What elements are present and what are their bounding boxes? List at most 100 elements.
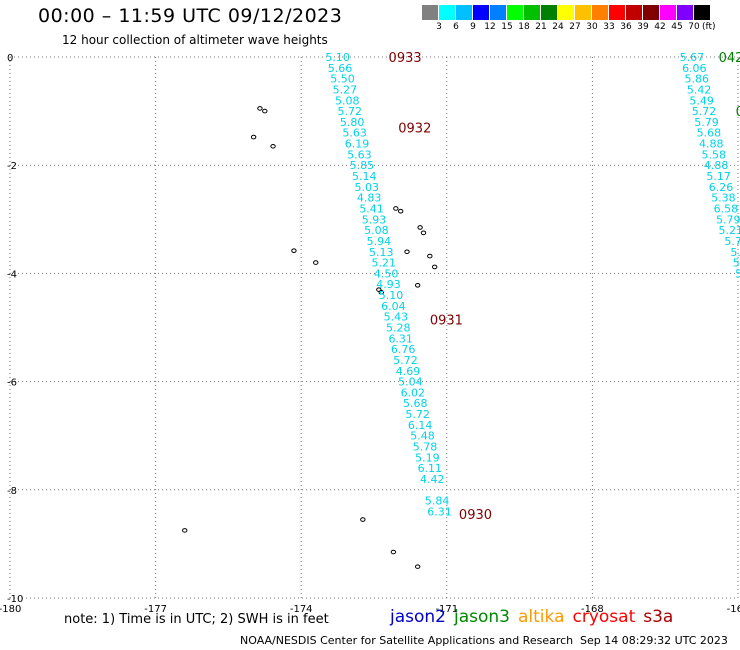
swh-value: 5.19 (415, 451, 440, 464)
swh-value-east: 5. (730, 246, 740, 259)
legend-swatch (660, 5, 677, 20)
legend-label: 30 (586, 22, 598, 32)
x-tick-label: -174 (290, 604, 313, 615)
swh-value-east: 5. (733, 257, 740, 270)
x-tick-label: -165 (727, 604, 740, 615)
swh-value: 5.63 (347, 148, 372, 161)
swh-value: 5.66 (328, 62, 353, 75)
swh-value: 5.10 (379, 289, 404, 302)
swh-value: 6.11 (418, 462, 443, 475)
legend-swatch (524, 5, 541, 20)
island-outline (420, 230, 427, 236)
swh-value: 5.93 (362, 213, 387, 226)
legend-swatch (626, 5, 643, 20)
x-tick-label: -171 (435, 604, 458, 615)
swh-value: 5.63 (342, 127, 367, 140)
island-outline (390, 549, 397, 555)
island-outline (404, 249, 410, 255)
footnote: note: 1) Time is in UTC; 2) SWH is in fe… (64, 612, 329, 627)
swh-value: 4.42 (420, 473, 445, 486)
legend-label: 70 (688, 22, 700, 32)
swh-value: 5.41 (359, 202, 384, 215)
satellite-cryosat: cryosat (572, 607, 636, 627)
swh-value: 5.48 (410, 430, 435, 443)
island-outline (250, 134, 257, 140)
swh-value-east: 5.42 (687, 83, 712, 96)
swh-value: 5.80 (340, 116, 365, 129)
legend-label: 27 (569, 22, 581, 32)
legend-swatch (592, 5, 609, 20)
swh-value: 5.27 (333, 83, 358, 96)
legend-swatch (439, 5, 456, 20)
y-tick-label: -4 (7, 269, 17, 280)
legend-swatch (643, 5, 660, 20)
legend-label: 45 (671, 22, 683, 32)
island-outline (270, 143, 276, 149)
legend-label: 9 (470, 22, 476, 32)
swh-value-east: 4.88 (704, 159, 729, 172)
swh-value-east: 5.17 (706, 170, 731, 183)
x-tick-label: -177 (144, 604, 167, 615)
swh-value: 6.04 (381, 300, 406, 313)
y-tick-label: -2 (7, 161, 17, 172)
x-tick-label: -168 (581, 604, 604, 615)
y-tick-label: -10 (7, 594, 23, 605)
legend-label: 24 (552, 22, 564, 32)
swh-value: 6.19 (345, 138, 370, 151)
axis-labels: -180 -177 -174 -171 -168 -165 0 -2 -4 -6 -8 -10 (0, 53, 740, 615)
swh-value-east: 4.88 (699, 138, 724, 151)
swh-value: 5.50 (330, 73, 355, 86)
credit-text: NOAA/NESDIS Center for Satellite Applica… (240, 634, 574, 647)
legend-label: 33 (603, 22, 615, 32)
pass-time-labels: 0933 0932 0931 0930 0425 042 (389, 51, 740, 523)
satellite-altika: altika (518, 607, 565, 627)
legend-swatch (473, 5, 490, 20)
swh-value-east: 5.79 (694, 116, 719, 129)
pass-time-label: 042 (736, 105, 740, 120)
legend-label: 6 (453, 22, 459, 32)
satellite-jason3: jason3 (454, 607, 510, 627)
swh-value: 5.68 (403, 397, 428, 410)
y-tick-label: -8 (7, 486, 17, 497)
swh-value-east: 5.7 (724, 235, 740, 248)
swh-value: 5.28 (386, 322, 411, 335)
legend-swatch (422, 5, 439, 20)
pass-time-label: 0932 (398, 121, 431, 136)
swh-value: 5.85 (350, 159, 375, 172)
swh-value: 4.69 (396, 365, 421, 378)
swh-value: 5.72 (393, 354, 418, 367)
legend-label: 3 (436, 22, 442, 32)
swh-value-east: 5.49 (689, 94, 714, 107)
swh-value-east: 5.58 (701, 148, 726, 161)
swh-value: 5.10 (325, 51, 350, 64)
swh-value: 5.08 (364, 224, 389, 237)
legend-swatch (490, 5, 507, 20)
swh-value-east: 6.06 (682, 62, 707, 75)
island-outline (427, 253, 433, 259)
swh-value: 5.08 (335, 94, 360, 107)
swh-value: 5.94 (367, 235, 392, 248)
island-outline (431, 264, 438, 270)
legend-label: 21 (535, 22, 547, 32)
legend-label: 15 (501, 22, 513, 32)
grid-lines (9, 56, 739, 599)
swh-value-east: 5. (735, 267, 740, 280)
swh-value-east: 5.21 (718, 224, 740, 237)
legend-swatch (541, 5, 558, 20)
legend-unit: (ft) (702, 22, 716, 32)
pass-time-label: 0931 (430, 313, 463, 328)
swh-value: 6.02 (401, 386, 426, 399)
island-outline (313, 260, 319, 265)
island-outline (378, 290, 384, 295)
swh-value: 5.72 (405, 408, 430, 421)
swh-value: 5.72 (337, 105, 362, 118)
swh-value: 5.43 (384, 311, 409, 324)
swh-value-east: 5.79 (716, 213, 740, 226)
map-subtitle: 12 hour collection of altimeter wave hei… (62, 33, 328, 47)
swh-value-east: 6.58 (714, 202, 739, 215)
swh-value-east: 5.86 (684, 73, 709, 86)
island-outline (417, 225, 423, 230)
island-outline (291, 248, 297, 253)
legend-swatch (677, 5, 694, 20)
